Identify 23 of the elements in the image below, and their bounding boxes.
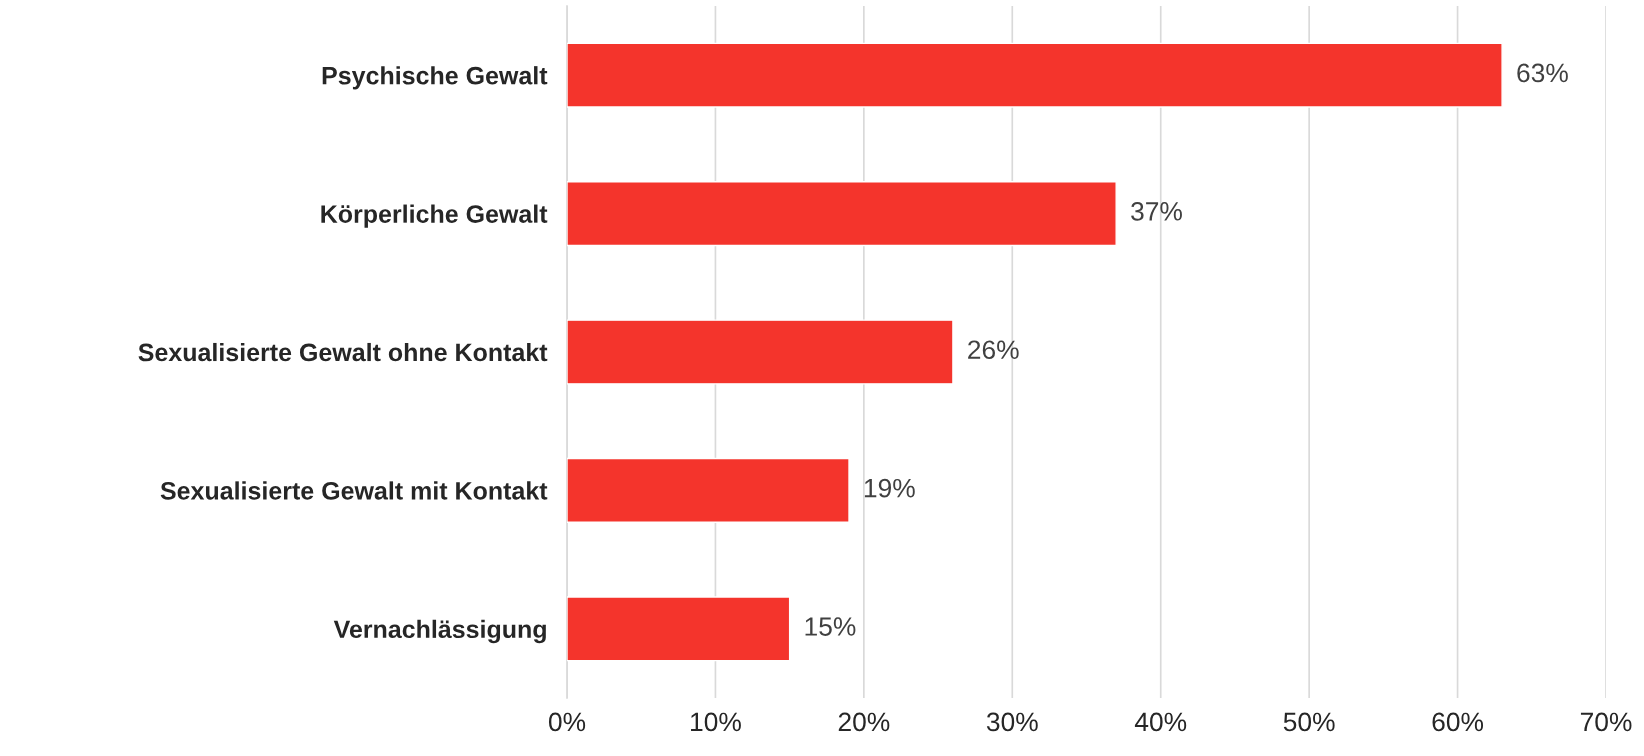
y-tick-label: Vernachlässigung — [333, 619, 546, 644]
y-tick-label: Sexualisierte Gewalt ohne Kontakt — [138, 342, 548, 362]
x-tick-label: 10% — [691, 712, 741, 732]
bar — [567, 181, 1117, 247]
x-tick-label: 20% — [838, 712, 890, 732]
x-tick-label: 0% — [548, 712, 586, 732]
x-tick-label: 30% — [986, 712, 1038, 732]
data-label: 63% — [1517, 63, 1568, 83]
data-label: 26% — [968, 340, 1019, 360]
bar — [567, 42, 1503, 108]
y-tick-label: Sexualisierte Gewalt mit Kontakt — [160, 481, 548, 500]
bar — [567, 457, 850, 523]
x-tick-label: 60% — [1432, 712, 1484, 732]
bar — [567, 319, 954, 385]
x-tick-label: 50% — [1283, 712, 1335, 732]
data-label: 15% — [805, 617, 856, 636]
y-tick-label: Psychische Gewalt — [322, 66, 548, 90]
data-label: 19% — [864, 478, 915, 498]
bar — [567, 596, 791, 662]
data-label: 37% — [1131, 202, 1182, 221]
y-tick-label: Körperliche Gewalt — [321, 204, 548, 228]
x-tick-label: 70% — [1580, 712, 1632, 732]
x-tick-label: 40% — [1134, 712, 1187, 732]
